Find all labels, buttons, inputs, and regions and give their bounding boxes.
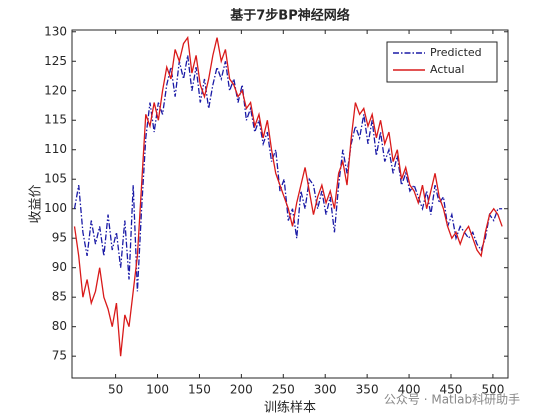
y-tick-label: 110 bbox=[44, 142, 67, 156]
y-axis-label: 收益价 bbox=[29, 184, 44, 223]
y-tick-label: 95 bbox=[52, 231, 67, 245]
x-tick-label: 500 bbox=[481, 383, 504, 397]
y-tick-label: 100 bbox=[44, 201, 67, 215]
x-tick-label: 250 bbox=[272, 383, 295, 397]
y-tick-label: 115 bbox=[44, 113, 67, 127]
x-tick-label: 400 bbox=[398, 383, 421, 397]
y-tick-label: 75 bbox=[52, 349, 67, 363]
watermark: 公众号 · Matlab科研助手 bbox=[384, 393, 520, 407]
x-tick-label: 450 bbox=[440, 383, 463, 397]
y-tick-label: 120 bbox=[44, 83, 67, 97]
x-tick-label: 50 bbox=[108, 383, 123, 397]
x-tick-label: 100 bbox=[146, 383, 169, 397]
x-tick-label: 350 bbox=[356, 383, 379, 397]
x-tick-label: 200 bbox=[230, 383, 253, 397]
y-tick-label: 125 bbox=[44, 54, 67, 68]
x-axis-label: 训练样本 bbox=[264, 401, 316, 416]
x-tick-label: 150 bbox=[188, 383, 211, 397]
y-tick-label: 80 bbox=[52, 319, 67, 333]
series-line bbox=[73, 55, 503, 292]
legend-box bbox=[386, 41, 498, 83]
series-line bbox=[73, 35, 503, 357]
chart-title: 基于7步BP神经网络 bbox=[229, 8, 349, 24]
legend-label: Actual bbox=[430, 63, 464, 76]
y-tick-label: 90 bbox=[52, 260, 67, 274]
y-tick-label: 105 bbox=[44, 172, 67, 186]
plot-frame bbox=[71, 29, 509, 379]
plot-area bbox=[72, 30, 508, 378]
y-tick-label: 130 bbox=[44, 24, 67, 38]
x-tick-label: 300 bbox=[314, 383, 337, 397]
legend-label: Predicted bbox=[430, 46, 482, 59]
y-tick-label: 85 bbox=[52, 290, 67, 304]
